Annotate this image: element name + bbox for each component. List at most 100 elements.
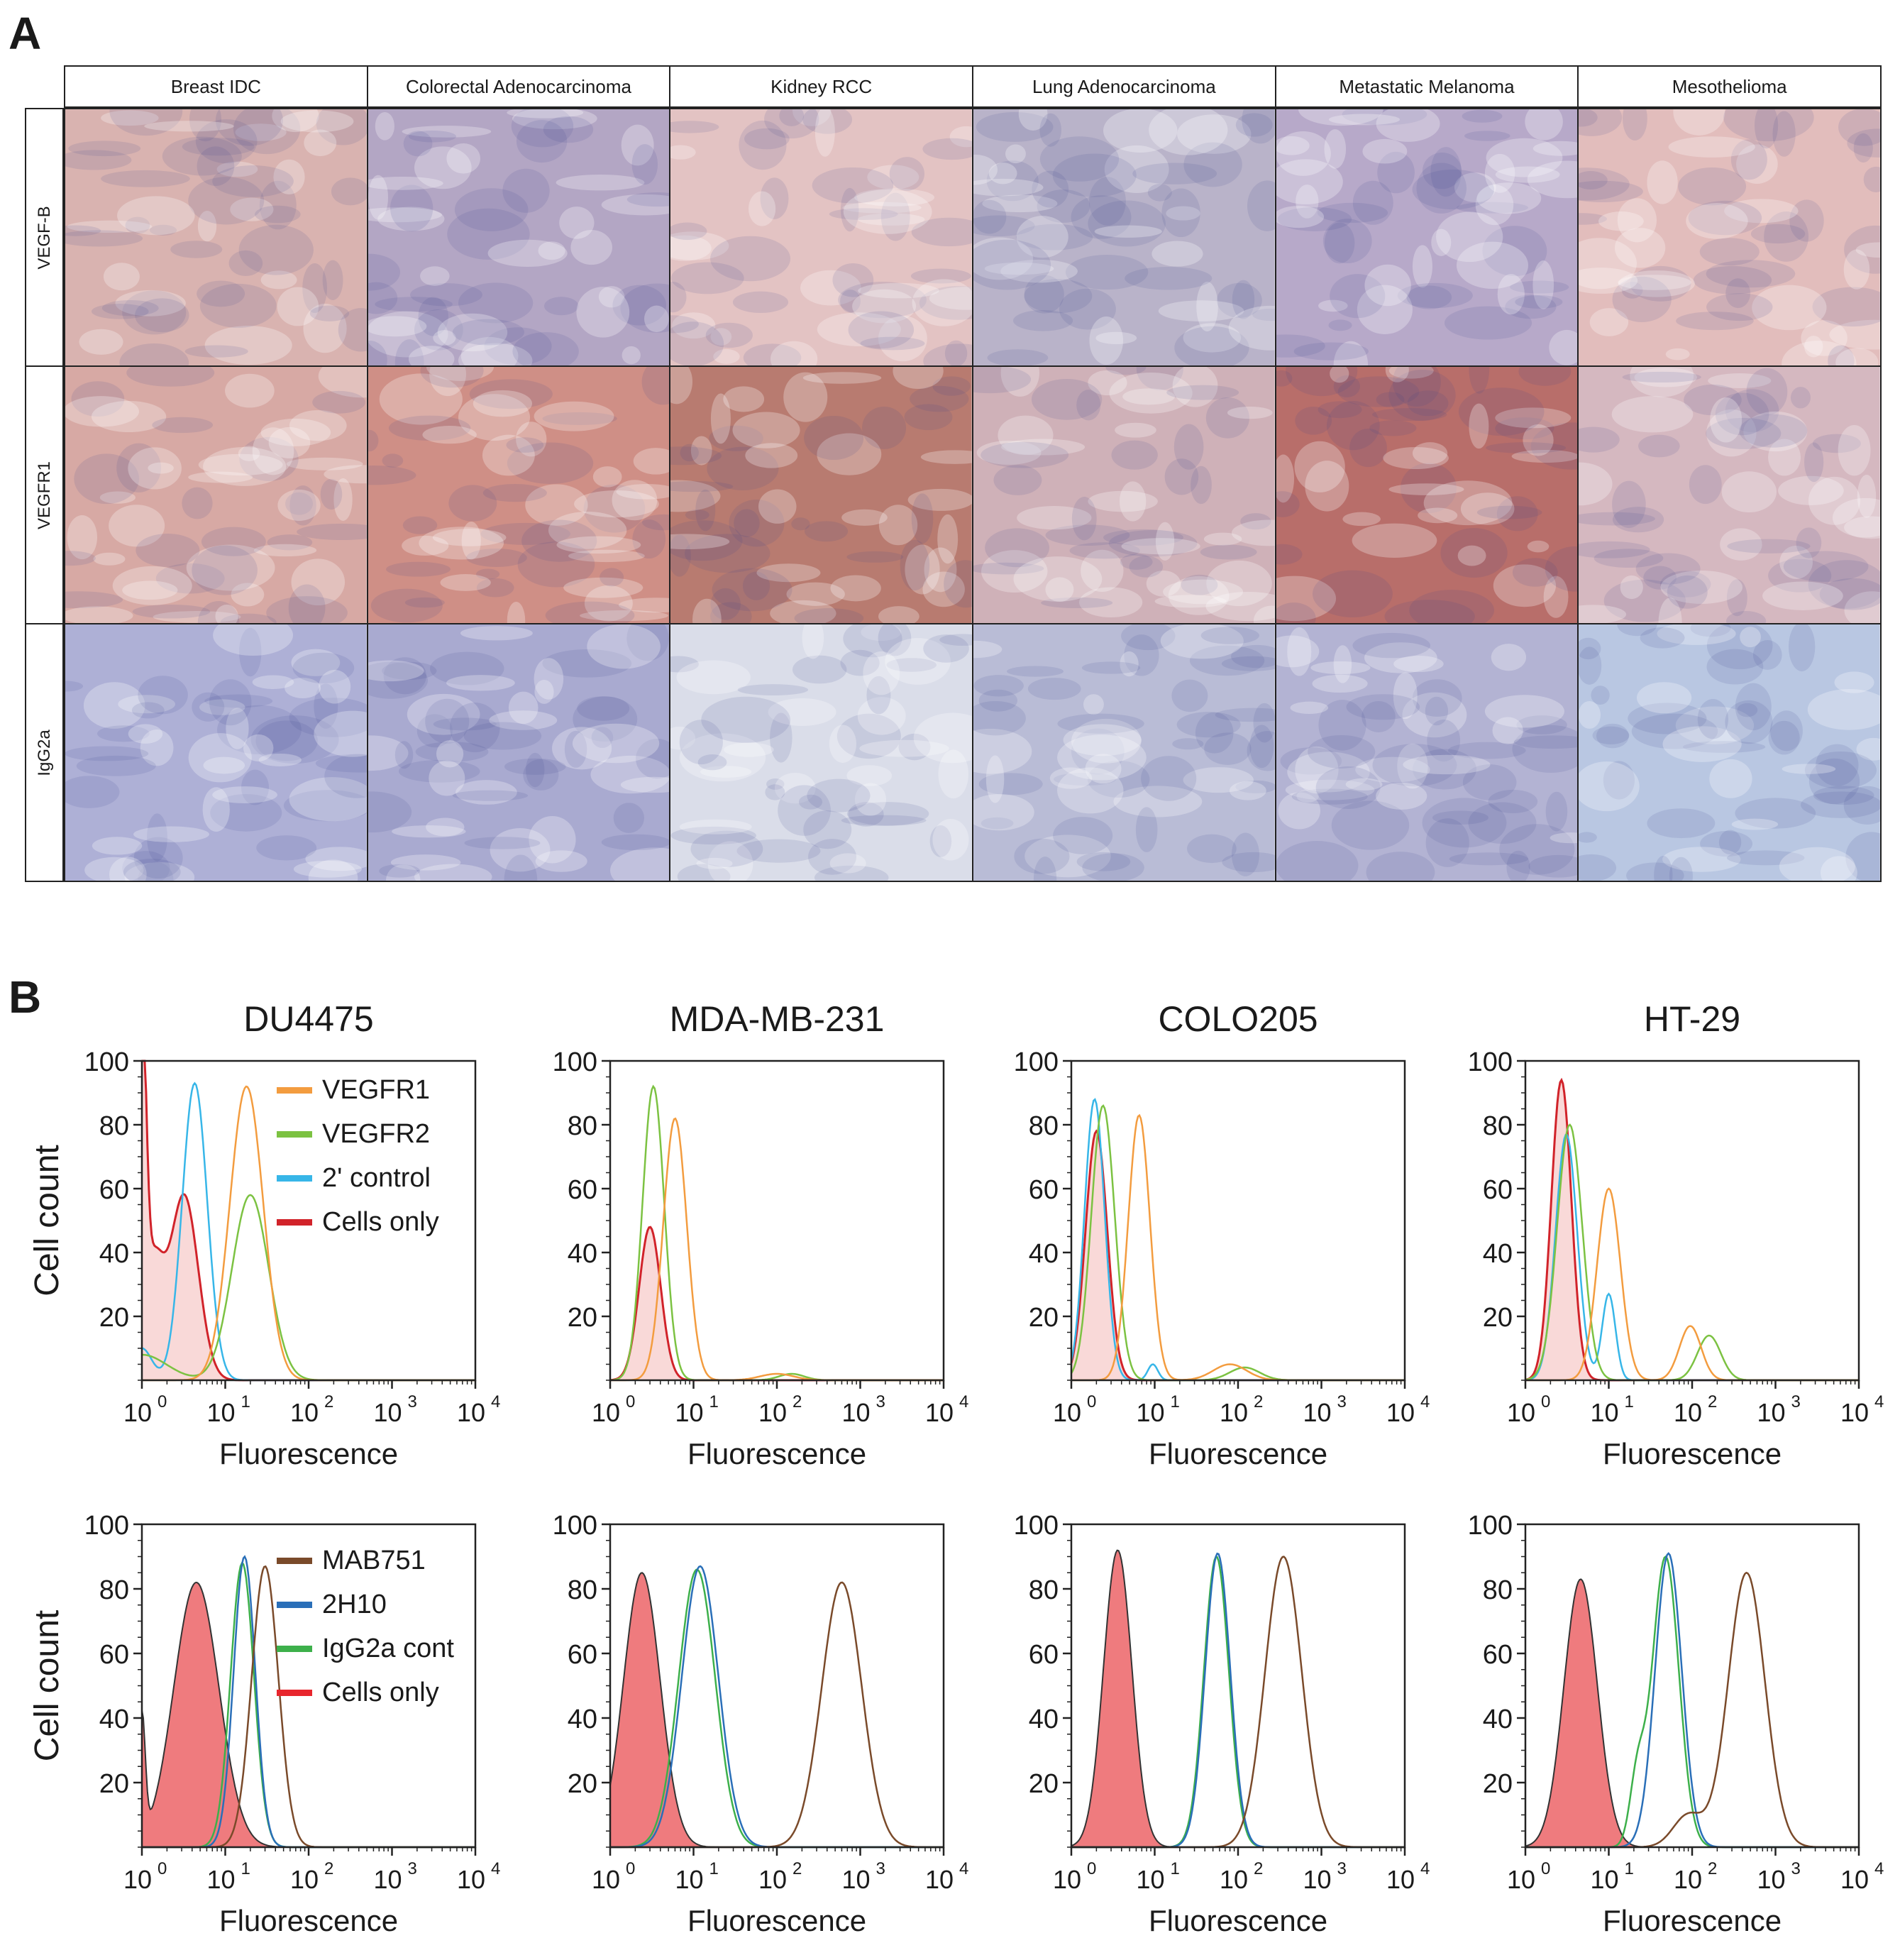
legend-label: Cells only	[322, 1207, 439, 1237]
tissue-texture	[670, 367, 972, 623]
x-tick-label: 10	[373, 1398, 402, 1427]
plot-title: DU4475	[243, 999, 374, 1039]
plot-title: HT-29	[1643, 999, 1741, 1039]
x-tick-label: 10	[758, 1398, 787, 1427]
legend-swatch	[277, 1175, 312, 1182]
x-tick-exponent: 1	[709, 1392, 719, 1411]
x-tick-label: 10	[925, 1865, 954, 1894]
x-axis-label: Fluorescence	[219, 1437, 398, 1470]
y-tick-label: 100	[553, 1511, 597, 1541]
panel-a-letter: A	[9, 8, 42, 59]
cells-only-fill	[142, 1061, 475, 1380]
x-axis-label: Fluorescence	[687, 1437, 866, 1470]
legend-swatch	[277, 1602, 312, 1608]
x-tick-exponent: 3	[408, 1392, 417, 1411]
legend-swatch	[277, 1219, 312, 1226]
plot-title: COLO205	[1158, 999, 1318, 1039]
tissue-image-tile	[366, 365, 671, 624]
x-tick-exponent: 0	[158, 1859, 167, 1878]
legend-label: VEGFR2	[322, 1119, 430, 1149]
x-tick-label: 10	[457, 1398, 485, 1427]
x-tick-label: 10	[373, 1865, 402, 1894]
y-tick-label: 60	[1029, 1175, 1059, 1205]
x-tick-exponent: 4	[1874, 1859, 1884, 1878]
x-tick-exponent: 2	[1708, 1392, 1717, 1411]
x-tick-label: 10	[758, 1865, 787, 1894]
x-axis-label: Fluorescence	[687, 1904, 866, 1937]
x-axis-label: Fluorescence	[1149, 1437, 1327, 1470]
y-tick-label: 40	[1483, 1705, 1513, 1734]
y-tick-label: 80	[1483, 1111, 1513, 1141]
x-tick-exponent: 0	[158, 1392, 167, 1411]
y-tick-label: 100	[1014, 1511, 1059, 1541]
x-tick-exponent: 0	[626, 1392, 635, 1411]
tissue-texture	[65, 367, 367, 623]
legend-label: 2' control	[322, 1163, 431, 1193]
tissue-texture	[973, 367, 1275, 623]
x-tick-label: 10	[592, 1398, 620, 1427]
x-tick-label: 10	[675, 1398, 703, 1427]
tissue-texture	[368, 109, 670, 365]
tissue-image-tile	[972, 108, 1276, 367]
y-tick-label: 100	[84, 1047, 129, 1077]
x-tick-label: 10	[1136, 1398, 1164, 1427]
x-tick-label: 10	[206, 1865, 235, 1894]
x-tick-label: 10	[841, 1398, 870, 1427]
y-tick-label: 40	[1029, 1239, 1059, 1269]
y-tick-label: 80	[99, 1575, 129, 1605]
x-tick-exponent: 4	[959, 1859, 968, 1878]
y-tick-label: 40	[568, 1705, 597, 1734]
tissue-texture	[368, 624, 670, 881]
column-header: Mesothelioma	[1577, 65, 1882, 108]
y-tick-label: 40	[1483, 1239, 1513, 1269]
y-tick-label: 20	[568, 1769, 597, 1799]
x-tick-exponent: 4	[1420, 1859, 1430, 1878]
x-tick-exponent: 3	[1791, 1392, 1801, 1411]
x-tick-exponent: 0	[1541, 1392, 1550, 1411]
y-tick-label: 20	[568, 1303, 597, 1333]
x-tick-label: 10	[1590, 1398, 1618, 1427]
x-tick-exponent: 3	[408, 1859, 417, 1878]
cells-only-fill	[1071, 1550, 1405, 1847]
tissue-texture	[65, 624, 367, 881]
x-tick-label: 10	[841, 1865, 870, 1894]
tissue-image-tile	[972, 365, 1276, 624]
tissue-image-tile	[669, 365, 973, 624]
column-header: Breast IDC	[64, 65, 368, 108]
y-tick-label: 60	[1029, 1640, 1059, 1670]
tissue-texture	[1579, 624, 1880, 881]
x-axis-label: Fluorescence	[219, 1904, 398, 1937]
tissue-image-tile	[1577, 365, 1882, 624]
tissue-image-tile	[669, 108, 973, 367]
x-tick-label: 10	[675, 1865, 703, 1894]
tissue-texture	[65, 109, 367, 365]
y-tick-label: 20	[1029, 1769, 1059, 1799]
x-tick-exponent: 1	[709, 1859, 719, 1878]
x-tick-exponent: 3	[876, 1859, 885, 1878]
x-tick-exponent: 2	[324, 1859, 333, 1878]
y-tick-label: 40	[1029, 1705, 1059, 1734]
cells-only-fill	[1071, 1131, 1405, 1380]
row-header: VEGFR1	[25, 365, 64, 624]
x-tick-label: 10	[1674, 1398, 1702, 1427]
tissue-texture	[1276, 624, 1578, 881]
legend-label: Cells only	[322, 1678, 439, 1707]
y-tick-label: 60	[568, 1640, 597, 1670]
x-tick-label: 10	[123, 1865, 152, 1894]
tissue-texture	[368, 367, 670, 623]
x-tick-exponent: 4	[1874, 1392, 1884, 1411]
x-tick-exponent: 3	[1337, 1859, 1347, 1878]
y-tick-label: 80	[568, 1111, 597, 1141]
x-tick-exponent: 0	[626, 1859, 635, 1878]
tissue-image-tile	[64, 108, 368, 367]
y-tick-label: 100	[84, 1511, 129, 1541]
y-tick-label: 60	[99, 1175, 129, 1205]
y-tick-label: 20	[1483, 1303, 1513, 1333]
cells-only-fill	[610, 1227, 944, 1380]
x-tick-label: 10	[457, 1865, 485, 1894]
x-tick-exponent: 0	[1541, 1859, 1550, 1878]
x-tick-label: 10	[1386, 1865, 1415, 1894]
x-tick-label: 10	[1303, 1398, 1331, 1427]
tissue-texture	[1276, 109, 1578, 365]
